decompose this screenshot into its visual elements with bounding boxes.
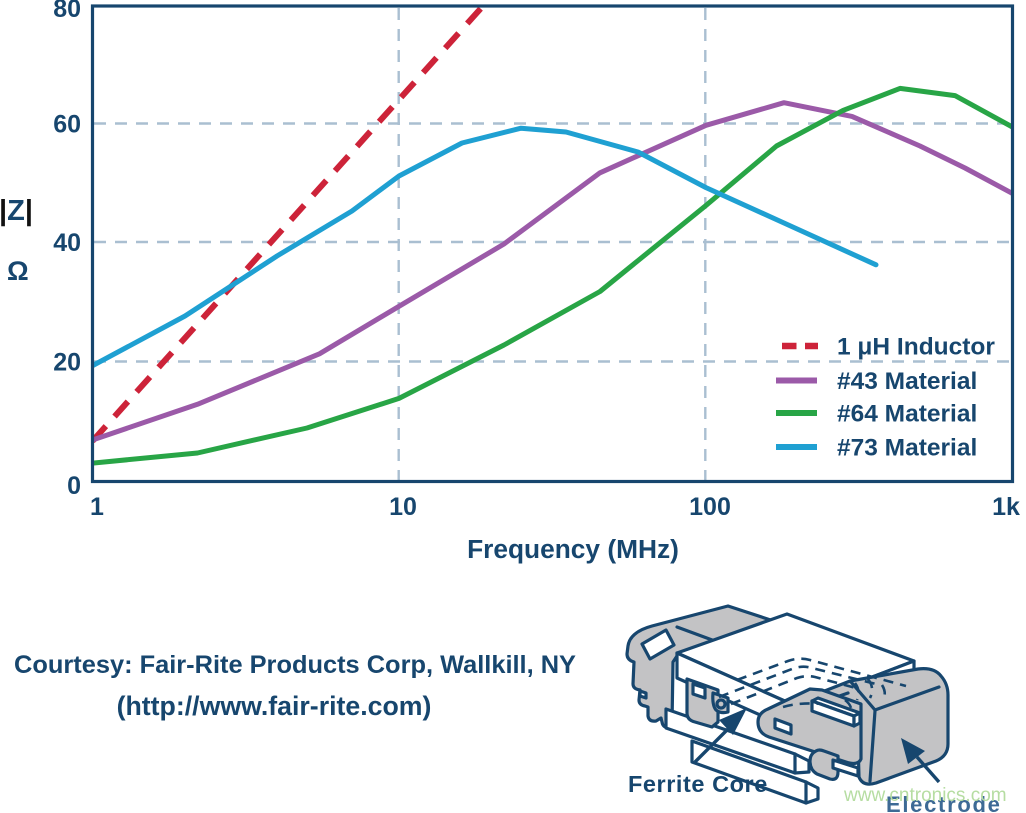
svg-text:#64 Material: #64 Material	[837, 401, 977, 428]
svg-text:60: 60	[53, 111, 81, 139]
svg-text:(http://www.fair-rite.com): (http://www.fair-rite.com)	[117, 691, 432, 721]
svg-text:0: 0	[67, 472, 81, 500]
svg-text:40: 40	[53, 229, 81, 257]
svg-text:Frequency (MHz): Frequency (MHz)	[467, 534, 679, 564]
svg-text:1 μH Inductor: 1 μH Inductor	[837, 334, 995, 361]
svg-text:|Z|: |Z|	[0, 195, 33, 227]
svg-text:#73 Material: #73 Material	[837, 435, 977, 462]
svg-text:20: 20	[53, 349, 81, 377]
svg-text:#43 Material: #43 Material	[837, 368, 977, 395]
svg-text:Ferrite Core: Ferrite Core	[628, 771, 768, 797]
svg-text:Electrode: Electrode	[886, 792, 1002, 813]
svg-text:100: 100	[689, 493, 731, 521]
svg-text:10: 10	[389, 493, 417, 521]
svg-text:Courtesy: Fair-Rite Products C: Courtesy: Fair-Rite Products Corp, Wallk…	[14, 651, 576, 679]
svg-text:1: 1	[90, 493, 104, 521]
svg-text:80: 80	[53, 0, 81, 23]
svg-text:1k: 1k	[992, 493, 1020, 521]
svg-text:www.cntronics.com: www.cntronics.com	[843, 785, 1007, 806]
svg-text:Ω: Ω	[7, 256, 29, 286]
